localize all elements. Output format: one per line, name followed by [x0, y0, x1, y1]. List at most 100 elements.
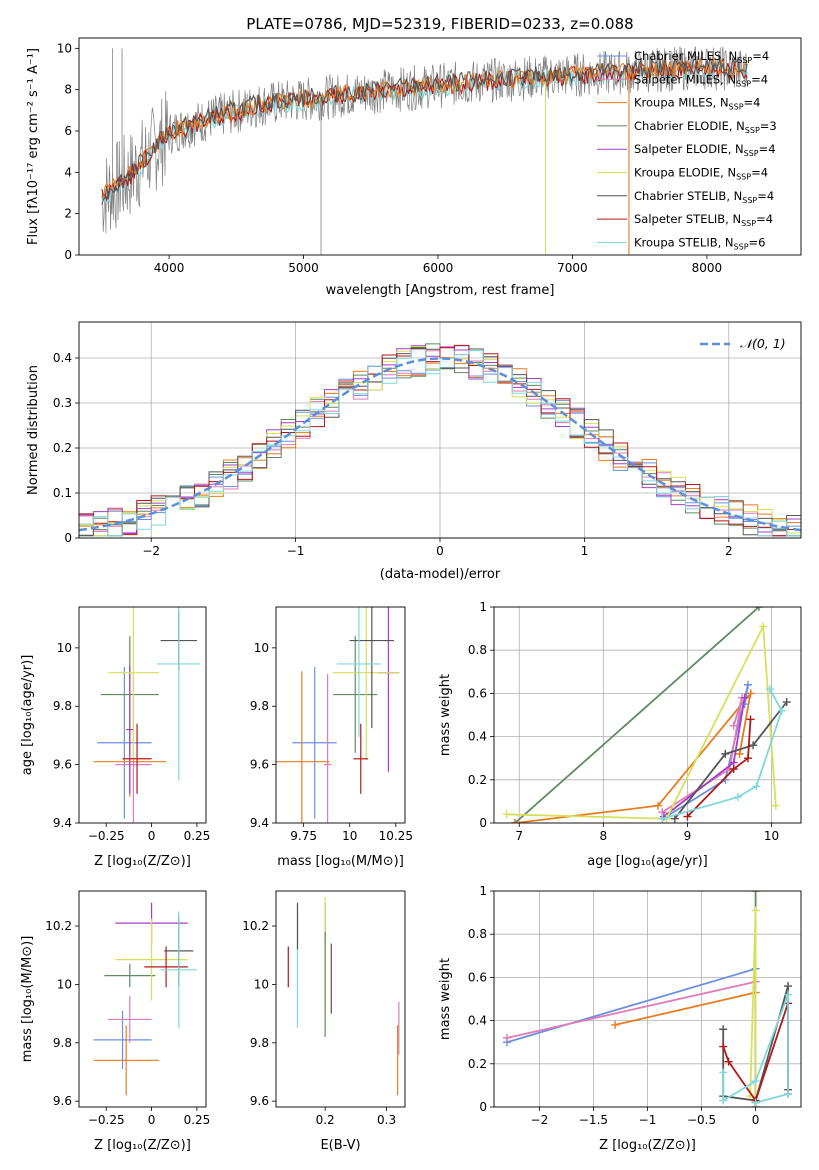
point-kroupa_miles: [276, 671, 330, 823]
chart-spectrum: 4000 5000 6000 7000 8000 0 2 4 6 8 10 wavelength [A…: [26, 37, 802, 298]
x-tick-label: 7000: [557, 261, 588, 275]
marker-salpeter_stelib: [729, 765, 738, 773]
x-axis-label: wavelength [Angstrom, rest frame]: [326, 283, 555, 298]
x-tick-label: 5000: [288, 261, 319, 275]
y-axis-label: Normed distribution: [26, 365, 41, 495]
point-chabrier_stelib: [349, 607, 394, 729]
point-chabrier_miles: [97, 666, 152, 819]
y-tick-label: 9.4: [53, 816, 72, 830]
legend-text: Kroupa MILES, N: [634, 96, 729, 110]
y-tick-label: 0.3: [53, 396, 72, 410]
axes-frame: [275, 606, 406, 824]
marker-kroupa_miles: [654, 801, 663, 810]
x-tick-label: 10: [764, 829, 779, 843]
x-tick-label: 0: [436, 544, 444, 558]
plot-area: [93, 607, 201, 823]
x-tick-label: 9: [684, 829, 692, 843]
point-kroupa_elodie: [333, 607, 400, 761]
x-tick-label: −0.25: [88, 829, 125, 843]
y-tick-label: 9.6: [53, 1094, 72, 1108]
legend-text: Kroupa STELIB, N: [634, 235, 734, 249]
marker-salpeter_stelib: [719, 1042, 728, 1051]
legend-text: Salpeter MILES, N: [634, 72, 736, 86]
x-tick-label: 2: [725, 544, 733, 558]
legend-text: Salpeter STELIB, N: [634, 212, 741, 226]
marker-kroupa_stelib: [751, 1098, 760, 1107]
axes-frame: [78, 321, 802, 539]
series-salpeter_miles: [506, 980, 757, 1103]
legend-entry: Kroupa ELODIE, NSSP=4: [634, 166, 768, 182]
plot-area: [287, 896, 400, 1096]
chart-age_vs_Z: −0.25 0 0.25 9.4 9.6 9.8 10 Z [log₁₀(Z/Z⊙)] age …: [20, 606, 210, 869]
x-tick-label: 9.75: [290, 829, 317, 843]
legend-entry: 𝒩(0, 1): [740, 336, 786, 351]
chart-age_vs_mass: 9.75 10 10.25 9.4 9.6 9.8 10 mass [log₁₀(M/M⊙)]: [250, 606, 413, 869]
marker-kroupa_stelib: [658, 814, 667, 823]
legend-suffix: =4: [757, 189, 774, 203]
y-axis-label: mass weight: [438, 958, 453, 1040]
marker-kroupa_stelib: [719, 1068, 728, 1077]
y-tick-label: 9.6: [250, 1094, 269, 1108]
legend-entry: Chabrier ELODIE, NSSP=3: [634, 119, 777, 135]
marker-salpeter_stelib: [746, 715, 755, 724]
y-tick-label: 0.8: [468, 643, 487, 657]
marker-kroupa_miles: [511, 819, 520, 823]
x-tick-label: 0: [752, 1113, 760, 1127]
x-tick-label: −2: [531, 1113, 549, 1127]
marker-kroupa_elodie: [751, 906, 760, 915]
marker-chabrier_stelib: [782, 698, 791, 707]
point-chabrier_miles: [292, 666, 337, 819]
legend-sub: SSP: [742, 196, 757, 205]
point-salpeter_stelib: [144, 946, 188, 988]
y-tick-label: 0.4: [468, 1014, 487, 1028]
y-axis-label: age [log₁₀(age/yr)]: [20, 655, 35, 776]
point-salpeter_elodie: [126, 665, 134, 794]
plot-area: [93, 902, 197, 1096]
y-tick-label: 10.2: [45, 919, 72, 933]
marker-kroupa_stelib: [765, 685, 774, 694]
marker-kroupa_elodie: [759, 622, 768, 631]
chart-mass_vs_ebv: 0.2 0.3 9.6 9.8 10 10.2 E(B-V): [242, 890, 406, 1153]
x-tick-label: 0.3: [377, 1113, 396, 1127]
marker-chabrier_stelib: [784, 982, 793, 991]
y-tick-label: 0: [479, 1100, 487, 1114]
x-tick-label: −0.25: [88, 1113, 125, 1127]
legend-text: Chabrier STELIB, N: [634, 189, 742, 203]
point-chabrier_miles: [93, 1010, 152, 1070]
legend-entry: Salpeter STELIB, NSSP=4: [634, 212, 773, 228]
y-tick-label: 1: [479, 600, 487, 614]
marker-kroupa_stelib: [784, 1090, 793, 1099]
point-chabrier_elodie: [104, 963, 156, 988]
legend-suffix: =4: [744, 96, 761, 110]
y-tick-label: 10: [254, 641, 269, 655]
marker-kroupa_stelib: [751, 1077, 760, 1086]
x-axis-label: Z [log₁₀(Z/Z⊙)]: [599, 1138, 696, 1153]
y-tick-label: 10.2: [242, 919, 269, 933]
legend-suffix: =4: [756, 212, 773, 226]
axes-frame: [78, 606, 207, 824]
plot-area: [276, 607, 400, 823]
point-salpeter_miles: [108, 996, 152, 1043]
normal-curve: [79, 357, 801, 532]
x-axis-label: age [log₁₀(age/yr)]: [587, 854, 708, 869]
hist-kroupa_stelib: [79, 349, 801, 537]
x-axis-label: mass [log₁₀(M/M⊙)]: [277, 854, 404, 869]
y-tick-label: 0.6: [468, 970, 487, 984]
legend-sub: SSP: [736, 79, 751, 88]
legend-entry: Chabrier MILES, NSSP=4: [634, 49, 769, 65]
marker-kroupa_stelib: [733, 793, 742, 802]
y-axis-label: Flux [fλ10⁻¹⁷ erg cm⁻² s⁻¹ A⁻¹]: [26, 48, 41, 245]
x-axis-label: (data-model)/error: [380, 567, 501, 582]
legend-suffix: =6: [749, 235, 766, 249]
plot-area: [79, 343, 801, 537]
y-tick-label: 9.8: [53, 1036, 72, 1050]
x-tick-label: 6000: [423, 261, 454, 275]
marker-kroupa_stelib: [777, 706, 786, 715]
x-tick-label: −0.5: [687, 1113, 716, 1127]
y-tick-label: 10: [57, 641, 72, 655]
x-tick-label: 0.2: [316, 1113, 335, 1127]
y-tick-label: 9.6: [53, 758, 72, 772]
plot-area: [502, 607, 791, 823]
